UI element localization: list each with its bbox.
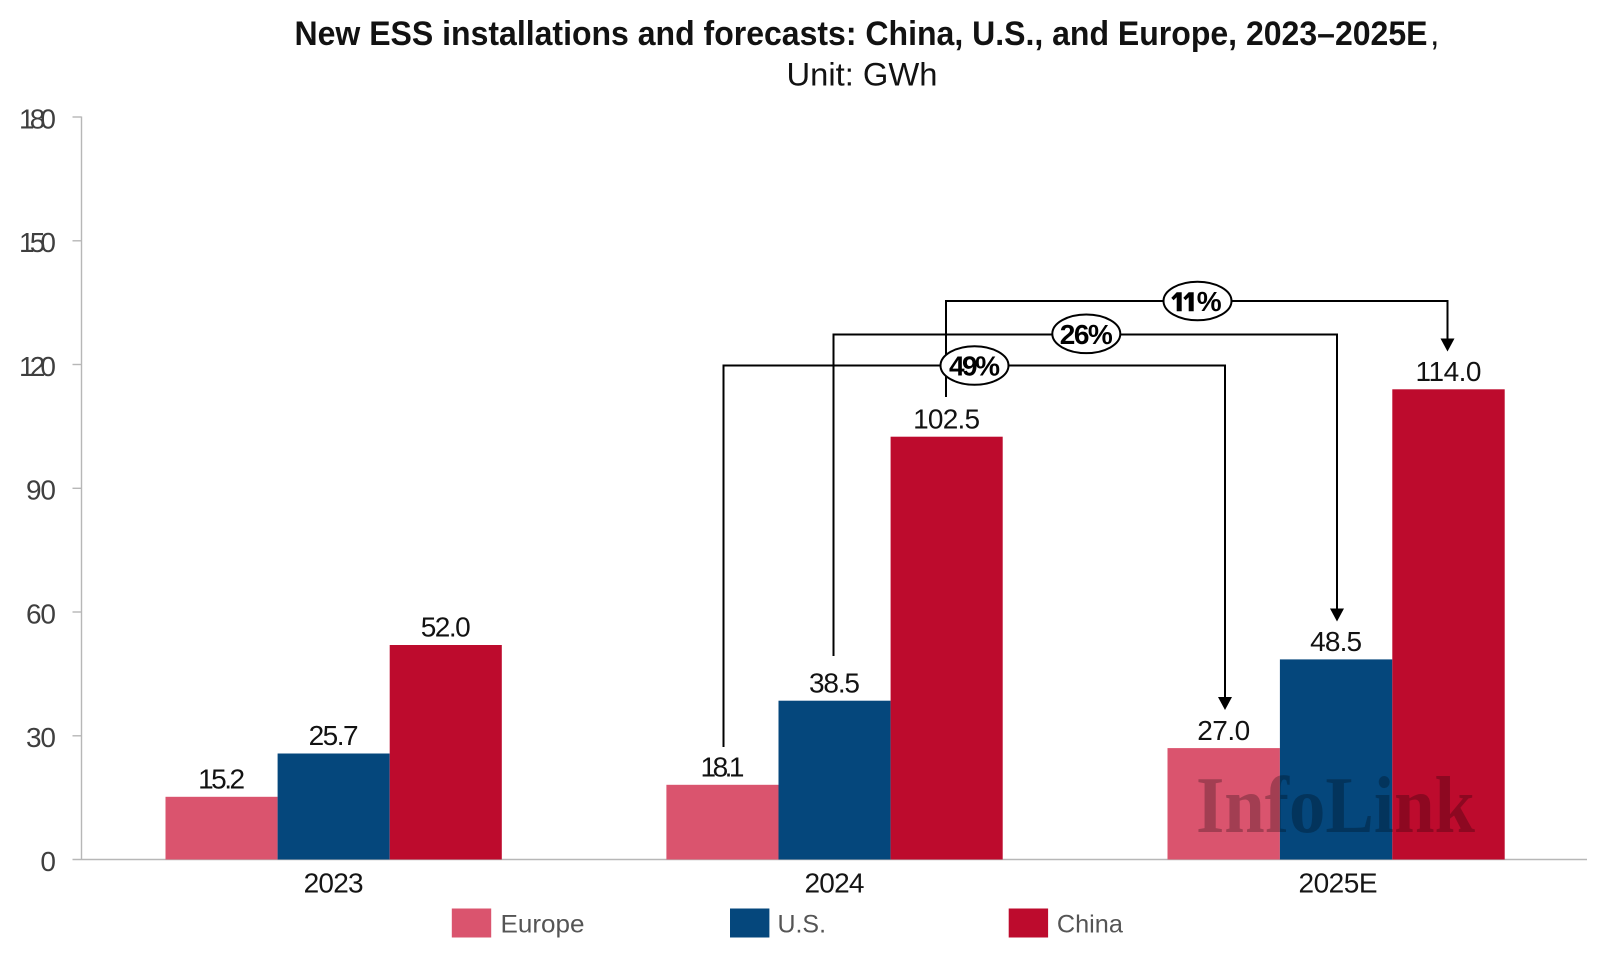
svg-text:120: 120 <box>19 351 56 382</box>
svg-text:18.1: 18.1 <box>701 752 745 783</box>
svg-text:90: 90 <box>26 475 56 506</box>
svg-text:52.0: 52.0 <box>421 612 471 643</box>
svg-text:15.2: 15.2 <box>198 764 245 795</box>
svg-text:New ESS installations and fore: New ESS installations and forecasts: Chi… <box>295 15 1428 53</box>
svg-text:150: 150 <box>19 227 56 258</box>
svg-text:48.5: 48.5 <box>1310 626 1362 657</box>
svg-text:China: China <box>1057 910 1123 938</box>
svg-text:114.0: 114.0 <box>1416 356 1482 387</box>
svg-text:2024: 2024 <box>805 867 865 898</box>
svg-text:2025E: 2025E <box>1299 867 1378 898</box>
svg-text:180: 180 <box>19 103 56 134</box>
svg-text:60: 60 <box>26 598 56 629</box>
svg-text:26%: 26% <box>1060 319 1113 350</box>
svg-text:102.5: 102.5 <box>913 403 980 434</box>
svg-text:30: 30 <box>26 722 56 753</box>
svg-text:49%: 49% <box>949 351 1000 382</box>
svg-text:InfoLink: InfoLink <box>1196 762 1475 850</box>
svg-text:2023: 2023 <box>304 867 364 898</box>
svg-text:0: 0 <box>40 846 56 877</box>
svg-text:Unit: GWh: Unit: GWh <box>787 57 938 93</box>
svg-text:U.S.: U.S. <box>778 910 827 938</box>
svg-text:%: % <box>1197 286 1222 317</box>
svg-text:27.0: 27.0 <box>1197 715 1250 746</box>
svg-text:38.5: 38.5 <box>809 667 860 698</box>
svg-text:25.7: 25.7 <box>309 720 359 751</box>
svg-text:Europe: Europe <box>501 910 585 938</box>
svg-text:,: , <box>1430 15 1439 53</box>
